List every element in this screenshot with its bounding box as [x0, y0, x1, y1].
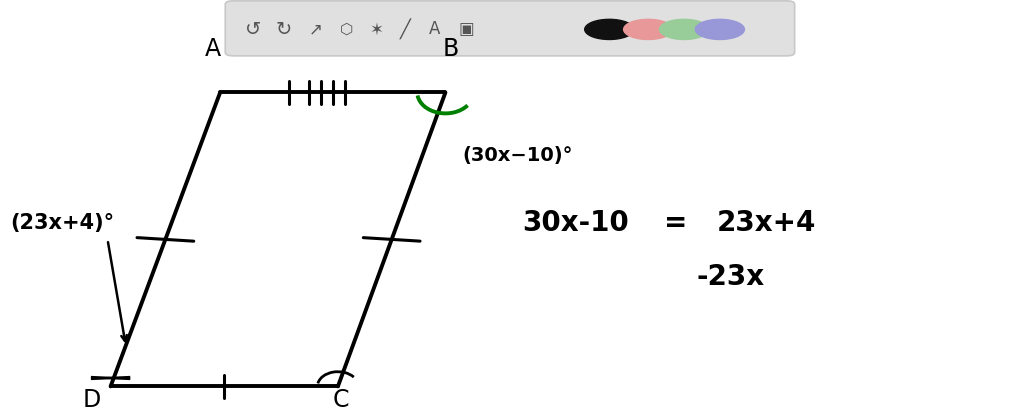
Circle shape	[624, 19, 673, 39]
Text: ╱: ╱	[400, 19, 411, 40]
Text: D: D	[83, 388, 101, 412]
Circle shape	[585, 19, 634, 39]
Text: ↺: ↺	[245, 20, 261, 39]
Text: (30x−10)°: (30x−10)°	[463, 146, 573, 165]
Text: B: B	[442, 37, 459, 61]
Text: ✶: ✶	[370, 21, 384, 38]
Text: 30x-10: 30x-10	[522, 209, 629, 236]
Circle shape	[659, 19, 709, 39]
Text: ↗: ↗	[308, 21, 323, 38]
Text: ⬡: ⬡	[339, 22, 353, 37]
Text: A: A	[428, 21, 440, 38]
Text: C: C	[333, 388, 349, 412]
Text: 23x+4: 23x+4	[717, 209, 816, 236]
Text: ↻: ↻	[275, 20, 292, 39]
Text: -23x: -23x	[696, 263, 765, 291]
Text: =: =	[665, 209, 687, 236]
Text: (23x+4)°: (23x+4)°	[10, 213, 115, 233]
Text: ▣: ▣	[458, 21, 474, 38]
Circle shape	[695, 19, 744, 39]
Text: A: A	[205, 37, 221, 61]
FancyBboxPatch shape	[225, 1, 795, 56]
